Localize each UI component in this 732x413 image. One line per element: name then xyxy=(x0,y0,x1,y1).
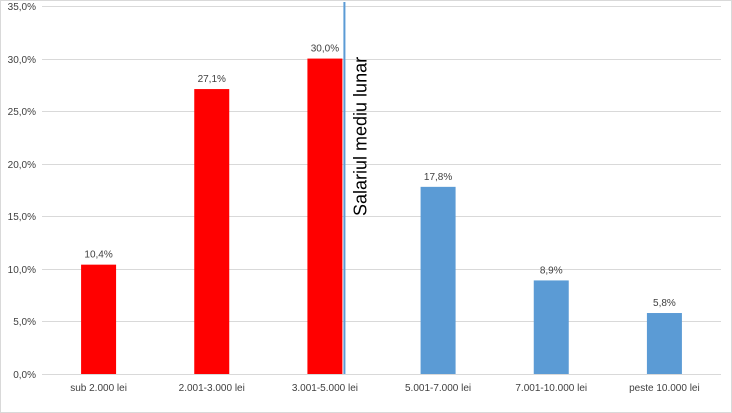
data-labels: 10,4% 27,1% 30,0% 17,8% 8,9% 5,8% xyxy=(84,44,676,309)
y-tick-label: 10,0% xyxy=(8,265,36,276)
data-label: 5,8% xyxy=(653,298,676,309)
data-label: 17,8% xyxy=(424,172,452,183)
y-tick-label: 25,0% xyxy=(8,107,36,118)
y-tick-label: 35,0% xyxy=(8,2,36,13)
bar xyxy=(81,264,117,374)
x-tick-label: 2.001-3.000 lei xyxy=(179,383,245,394)
y-tick-label: 15,0% xyxy=(8,212,36,223)
y-axis-ticks: 0,0% 5,0% 10,0% 15,0% 20,0% 25,0% 30,0% 35,0% xyxy=(8,2,36,381)
x-tick-label: 7.001-10.000 lei xyxy=(515,383,587,394)
data-label: 30,0% xyxy=(311,44,339,55)
y-tick-label: 0,0% xyxy=(13,370,36,381)
x-tick-label: 5.001-7.000 lei xyxy=(405,383,471,394)
data-label: 27,1% xyxy=(198,74,226,85)
y-tick-label: 30,0% xyxy=(8,55,36,66)
bar xyxy=(420,186,456,374)
x-axis-categories: sub 2.000 lei 2.001-3.000 lei 3.001-5.000 … xyxy=(70,383,700,394)
data-label: 8,9% xyxy=(540,265,563,276)
bars xyxy=(81,58,682,374)
y-tick-label: 20,0% xyxy=(8,160,36,171)
data-label: 10,4% xyxy=(84,250,112,261)
reference-line-group: Salariul mediu lunar xyxy=(343,2,370,374)
reference-line-label: Salariul mediu lunar xyxy=(350,57,370,216)
gridlines xyxy=(42,6,721,375)
bar xyxy=(194,89,230,374)
x-tick-label: peste 10.000 lei xyxy=(629,383,700,394)
bar xyxy=(307,58,343,374)
bar xyxy=(533,280,569,374)
x-tick-label: 3.001-5.000 lei xyxy=(292,383,358,394)
bar xyxy=(646,313,682,374)
x-tick-label: sub 2.000 lei xyxy=(70,383,127,394)
y-tick-label: 5,0% xyxy=(13,317,36,328)
